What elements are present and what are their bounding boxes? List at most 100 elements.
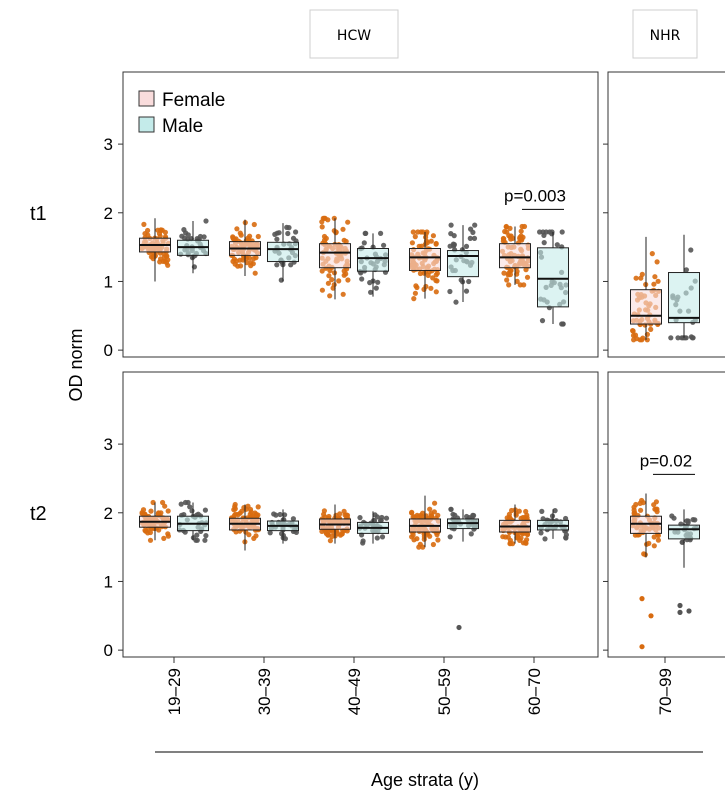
point-t1-30-39-male [285, 230, 291, 237]
point-t1-70-99-female [644, 337, 650, 343]
point-t1-60-70-female [514, 278, 520, 284]
point-t1-60-70-male [539, 318, 546, 324]
point-t1-60-70-female [506, 282, 512, 288]
point-t2-50-59-male [450, 511, 456, 517]
point-t1-40-49-female [331, 215, 337, 221]
point-t1-70-99-male [688, 247, 694, 253]
panel-t2-hcw [122, 371, 599, 658]
point-t1-70-99-female [654, 259, 660, 265]
point-t1-60-70-female [518, 228, 524, 234]
legend-label-male: Male [162, 116, 203, 137]
point-t2-60-70-female [520, 514, 526, 521]
point-t2-30-39-female [231, 507, 237, 513]
point-t1-50-59-female [433, 289, 439, 295]
point-t1-50-59-female [434, 278, 440, 284]
point-t2-40-49-female [327, 538, 333, 544]
box-t2-70-99-female [630, 515, 662, 534]
point-t2-19-29-female [142, 527, 148, 534]
point-t2-30-39-female [254, 513, 260, 519]
panel-t2-nhr [607, 371, 725, 658]
point-t2-70-99-male [690, 517, 696, 523]
point-t1-50-59-male [463, 243, 470, 249]
point-t2-60-70-male [552, 508, 558, 514]
point-t1-40-49-female [325, 280, 331, 286]
point-t1-50-59-male [450, 241, 456, 247]
point-t1-19-29-male [203, 218, 209, 224]
point-t2-30-39-male [277, 511, 283, 518]
point-t1-30-39-female [248, 260, 254, 266]
box-t1-60-70-male [537, 247, 569, 308]
point-t2-70-99-female [631, 510, 637, 516]
strip-box-hcw [309, 9, 399, 59]
point-t1-40-49-female [341, 237, 347, 243]
point-t2-60-70-female [514, 533, 521, 540]
point-t1-50-59-female [434, 270, 440, 276]
point-t2-40-49-male [357, 515, 363, 521]
point-t2-60-70-female [500, 534, 506, 540]
point-t2-40-49-male [372, 512, 378, 518]
point-t2-60-70-female [524, 531, 531, 537]
point-t2-19-29-male [185, 499, 191, 506]
point-t1-30-39-female [234, 226, 240, 232]
legend-swatch-male [138, 116, 155, 133]
point-t1-30-39-male [274, 236, 280, 242]
point-t2-19-29-female [165, 508, 171, 514]
point-t1-70-99-female [638, 275, 644, 281]
point-t1-30-39-female [244, 260, 250, 266]
y-tick-label-t1: 0 [104, 341, 113, 360]
point-t2-40-49-male [360, 540, 366, 546]
point-t1-60-70-female [524, 274, 531, 280]
box-t1-40-49-female [319, 243, 351, 269]
point-t1-70-99-male [668, 335, 674, 341]
point-t1-50-59-male [448, 222, 454, 228]
point-t1-30-39-female [251, 221, 257, 228]
point-t1-40-49-female [326, 273, 332, 279]
box-t1-60-70-female [499, 243, 531, 269]
point-t1-30-39-male [293, 229, 299, 235]
point-t2-50-59-female [427, 533, 433, 539]
point-t1-30-39-male [276, 230, 282, 236]
point-t1-30-39-female [255, 233, 261, 240]
point-t1-70-99-female [631, 337, 637, 343]
point-t1-40-49-female [336, 278, 342, 284]
point-t2-19-29-male [187, 504, 193, 510]
y-tick-label-t2: 1 [104, 572, 113, 591]
box-t2-70-99-male [668, 524, 700, 540]
point-t1-60-70-female [507, 271, 513, 278]
point-t1-60-70-female [521, 223, 528, 230]
point-t1-60-70-male [559, 229, 565, 235]
point-t1-19-29-male [181, 235, 188, 241]
point-t1-70-99-female [649, 251, 655, 257]
point-t1-40-49-male [375, 279, 381, 285]
point-t1-60-70-female [504, 277, 510, 283]
point-t1-40-49-female [340, 291, 346, 297]
point-t1-40-49-female [319, 268, 325, 274]
point-t1-70-99-female [648, 326, 654, 332]
point-t1-50-59-female [409, 240, 415, 246]
point-t2-40-49-female [321, 508, 327, 514]
row-label-t2: t2 [30, 503, 47, 525]
point-t1-70-99-female [633, 275, 639, 281]
point-t1-50-59-male [463, 288, 470, 294]
point-t1-60-70-male [549, 231, 555, 237]
point-t1-50-59-female [412, 234, 418, 240]
point-t2-70-99-female [638, 507, 644, 513]
point-t2-70-99-female [651, 502, 657, 508]
point-t1-50-59-female [413, 283, 419, 289]
point-t2-30-39-male [267, 530, 273, 536]
point-t2-50-59-female [427, 506, 433, 512]
outlier-point-t2-70-99-female [648, 613, 654, 619]
point-t2-19-29-female [147, 529, 153, 536]
point-t1-40-49-female [319, 287, 325, 293]
point-t2-50-59-female [432, 500, 438, 506]
point-t2-70-99-female [651, 543, 657, 549]
p-value-label-t2: p=0.02 [640, 451, 692, 470]
point-t2-50-59-male [448, 506, 454, 512]
point-t1-19-29-male [197, 233, 203, 240]
y-tick-label-t1: 3 [104, 135, 113, 154]
point-t1-60-70-female [501, 270, 507, 276]
point-t1-40-49-female [345, 277, 351, 283]
y-tick-label-t2: 3 [104, 435, 113, 454]
y-tick-label-t1: 2 [104, 204, 113, 223]
point-t1-40-49-female [329, 277, 335, 283]
